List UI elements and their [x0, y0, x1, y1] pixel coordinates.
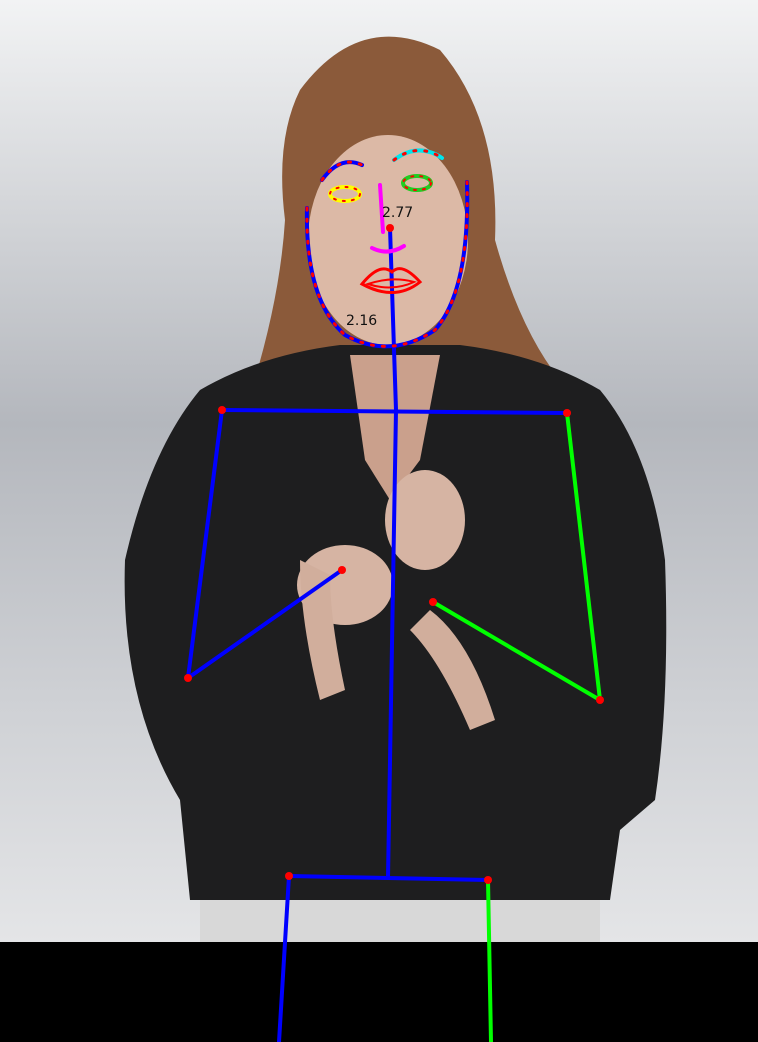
joint-right-elbow	[596, 696, 604, 704]
left-leg-line	[277, 874, 291, 1042]
joint-right-hip	[484, 876, 492, 884]
mouth-outer-landmarks	[359, 267, 423, 294]
hip-line	[287, 874, 490, 882]
eye-left-dots	[329, 186, 361, 202]
letterbox-bar	[0, 942, 758, 1042]
joint-left-shoulder	[218, 406, 226, 414]
nose-base-landmarks	[370, 244, 406, 254]
face-landmarks	[304, 148, 470, 349]
nose-bridge-landmarks	[378, 183, 385, 234]
joint-nose	[386, 224, 394, 232]
joint-left-wrist	[338, 566, 346, 574]
jacket	[124, 345, 667, 900]
forearm-right	[410, 610, 495, 730]
right-leg-line	[486, 878, 493, 1042]
shoulder-line	[220, 408, 569, 415]
brow-right-dots	[392, 149, 444, 162]
mouth-inner-landmarks	[364, 278, 417, 289]
face-outline-dots	[305, 180, 469, 348]
forearm-left	[300, 560, 345, 700]
nose-score-label: 2.77	[382, 205, 413, 221]
joint-right-wrist	[429, 598, 437, 606]
chin-score-label: 2.16	[346, 313, 377, 329]
joint-right-shoulder	[563, 409, 571, 417]
desk	[200, 900, 600, 942]
pose-joints	[184, 224, 604, 884]
eye-right-dots	[402, 175, 432, 191]
joint-left-hip	[285, 872, 293, 880]
brow-left-dots	[320, 160, 364, 182]
joint-left-elbow	[184, 674, 192, 682]
hand-right	[385, 470, 465, 570]
